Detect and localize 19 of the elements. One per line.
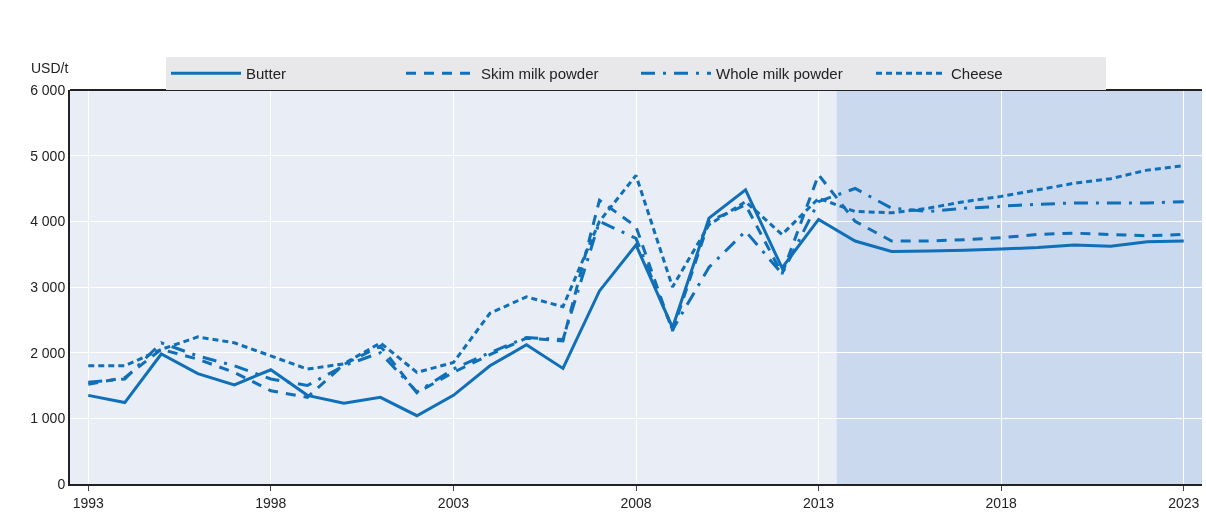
legend-label: Skim milk powder <box>481 65 599 83</box>
legend-label: Whole milk powder <box>716 65 843 83</box>
y-tick-label: 6 000 <box>30 81 66 98</box>
x-tick-label: 2013 <box>803 494 835 511</box>
x-tick-label: 2003 <box>437 494 470 511</box>
y-axis-title: USD/t <box>31 60 69 76</box>
y-tick-label: 5 000 <box>30 147 66 164</box>
x-tick-label: 1993 <box>72 494 105 511</box>
x-tick-label: 2018 <box>985 494 1017 511</box>
legend-label: Cheese <box>951 65 1003 83</box>
legend-label: Butter <box>246 65 287 83</box>
y-tick-label: 0 <box>57 475 66 492</box>
x-tick-label: 2023 <box>1168 494 1200 511</box>
x-tick-label: 1998 <box>255 494 287 511</box>
y-tick-label: 1 000 <box>30 410 66 427</box>
y-tick-label: 3 000 <box>30 278 66 295</box>
x-tick-label: 2008 <box>620 494 652 511</box>
y-tick-label: 4 000 <box>30 213 66 230</box>
y-tick-label: 2 000 <box>30 344 66 361</box>
